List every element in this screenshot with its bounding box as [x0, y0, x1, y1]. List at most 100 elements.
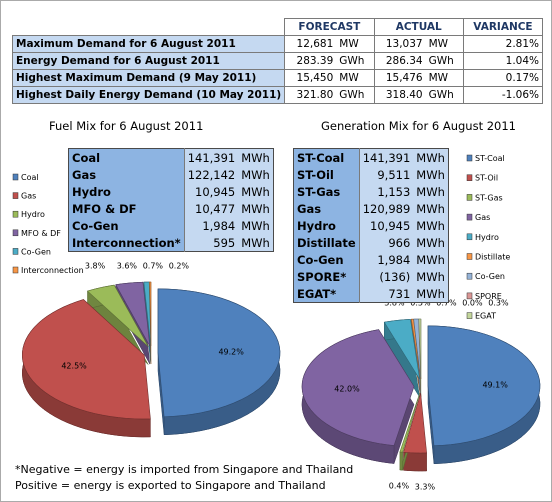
slice	[411, 318, 421, 380]
mix-cell: (136)	[359, 268, 414, 285]
mix-cell: ST-Coal	[293, 148, 360, 166]
mix-cell: ST-Oil	[293, 166, 360, 183]
summary-row: Highest Maximum Demand (9 May 2011) 15,45…	[11, 69, 544, 87]
mix-cell: MWh	[238, 148, 274, 166]
summary-cell: Maximum Demand for 6 August 2011	[11, 35, 286, 53]
summary-cell: 15,450	[284, 69, 337, 87]
mix-row: Coal 141,391 MWh	[68, 148, 274, 166]
mix-cell: 1,153	[359, 183, 414, 200]
mix-cell: 595	[184, 234, 239, 252]
legend-swatch	[12, 266, 19, 274]
mix-cell: MFO & DF	[68, 200, 185, 217]
mix-cell: 122,142	[184, 166, 239, 183]
mix-cell: 10,477	[184, 200, 239, 217]
summary-row: Energy Demand for 6 August 2011 283.39 GWh…	[11, 52, 544, 70]
legend-swatch	[466, 253, 473, 260]
mix-cell: Hydro	[68, 183, 185, 200]
data-label: 49.2%	[218, 347, 244, 356]
mix-row: Hydro 10,945 MWh	[293, 217, 449, 234]
slice	[403, 392, 427, 454]
mix-row: ST-Gas 1,153 MWh	[293, 183, 449, 200]
mix-row: Gas 120,989 MWh	[293, 200, 449, 217]
mix-row: ST-Oil 9,511 MWh	[293, 166, 449, 183]
legend-label: Interconnection	[21, 266, 84, 275]
summary-cell: 0.17%	[462, 69, 544, 87]
legend-swatch	[12, 192, 19, 199]
mix-cell: 1,984	[184, 217, 239, 234]
summary-cell: Highest Maximum Demand (9 May 2011)	[11, 69, 286, 87]
data-label: 49.1%	[482, 380, 508, 389]
legend-label: Hydro	[475, 233, 499, 242]
mix-cell: 966	[359, 234, 414, 251]
legend-label: Coal	[21, 173, 39, 182]
mix-cell: 141,391	[359, 148, 414, 166]
legend-label: Distillate	[475, 253, 510, 262]
slice	[418, 318, 422, 380]
mix-cell: MWh	[413, 200, 449, 217]
data-label: 3.3%	[415, 482, 436, 491]
mix-cell: MWh	[413, 148, 449, 166]
header-row: FORECAST ACTUAL VARIANCE	[12, 18, 544, 36]
summary-cell: 286.34	[373, 52, 426, 70]
legend-swatch	[466, 194, 473, 201]
data-label: 3.8%	[85, 262, 106, 271]
mix-cell: Gas	[68, 166, 185, 183]
legend-label: EGAT	[475, 312, 496, 321]
mix-cell: MWh	[238, 217, 274, 234]
summary-table: FORECAST ACTUAL VARIANCE Maximum Demand for…	[11, 18, 544, 104]
slice	[413, 318, 422, 380]
summary-row: Highest Daily Energy Demand (10 May 2011…	[11, 86, 544, 104]
summary-cell: GWh	[336, 52, 375, 70]
mix-cell: 10,945	[184, 183, 239, 200]
legend-label: ST-Gas	[475, 193, 503, 202]
mix-cell: MWh	[238, 234, 274, 252]
header-cell: ACTUAL	[373, 18, 464, 36]
mix-cell: Interconnection*	[68, 234, 185, 252]
legend-label: Hydro	[21, 210, 45, 219]
slice-side	[399, 451, 403, 471]
mix-cell: Distillate	[293, 234, 360, 251]
footnote: Positive = energy is exported to Singapo…	[15, 479, 326, 492]
data-label: 3.8%	[384, 299, 405, 308]
footnote: *Negative = energy is imported from Sing…	[15, 463, 354, 476]
slice	[22, 299, 151, 420]
mix-cell: 10,945	[359, 217, 414, 234]
mix-table: Coal 141,391 MWh Gas 122,142 MWh Hydro 10,945 MW…	[68, 148, 274, 252]
slice	[86, 284, 149, 347]
legend-swatch	[12, 210, 19, 218]
mix-cell: 1,984	[359, 251, 414, 268]
data-label: 0.7%	[436, 299, 457, 308]
legend-label: SPORE	[475, 292, 502, 301]
mix-cell: Hydro	[293, 217, 360, 234]
data-label: 0.2%	[169, 262, 190, 271]
header-cell: VARIANCE	[462, 18, 544, 36]
summary-cell: 318.40	[373, 86, 426, 104]
summary-cell: 283.39	[284, 52, 337, 70]
chart-title: Fuel Mix for 6 August 2011	[49, 119, 204, 133]
slice	[157, 288, 281, 418]
mix-cell: MWh	[413, 268, 449, 285]
legend-swatch	[12, 173, 19, 181]
summary-cell: GWh	[425, 86, 464, 104]
data-label: 0.4%	[389, 481, 410, 490]
legend-swatch	[466, 154, 473, 162]
data-label: 42.0%	[334, 385, 360, 394]
mix-cell: MWh	[413, 183, 449, 200]
chart-title: Generation Mix for 6 August 2011	[321, 119, 516, 133]
mix-cell: 731	[359, 285, 414, 303]
summary-cell: MW	[425, 35, 464, 53]
legend-label: ST-Oil	[475, 174, 498, 183]
legend-label: Gas	[21, 192, 36, 201]
summary-cell: Energy Demand for 6 August 2011	[11, 52, 286, 70]
mix-cell: SPORE*	[293, 268, 360, 285]
mix-cell: MWh	[238, 200, 274, 217]
mix-cell: MWh	[413, 251, 449, 268]
summary-cell: 15,476	[373, 69, 426, 87]
legend-swatch	[466, 272, 473, 280]
slice	[115, 281, 151, 347]
summary-cell: 12,681	[284, 35, 337, 53]
slice	[383, 319, 420, 380]
mix-cell: MWh	[413, 217, 449, 234]
summary-cell: GWh	[425, 52, 464, 70]
